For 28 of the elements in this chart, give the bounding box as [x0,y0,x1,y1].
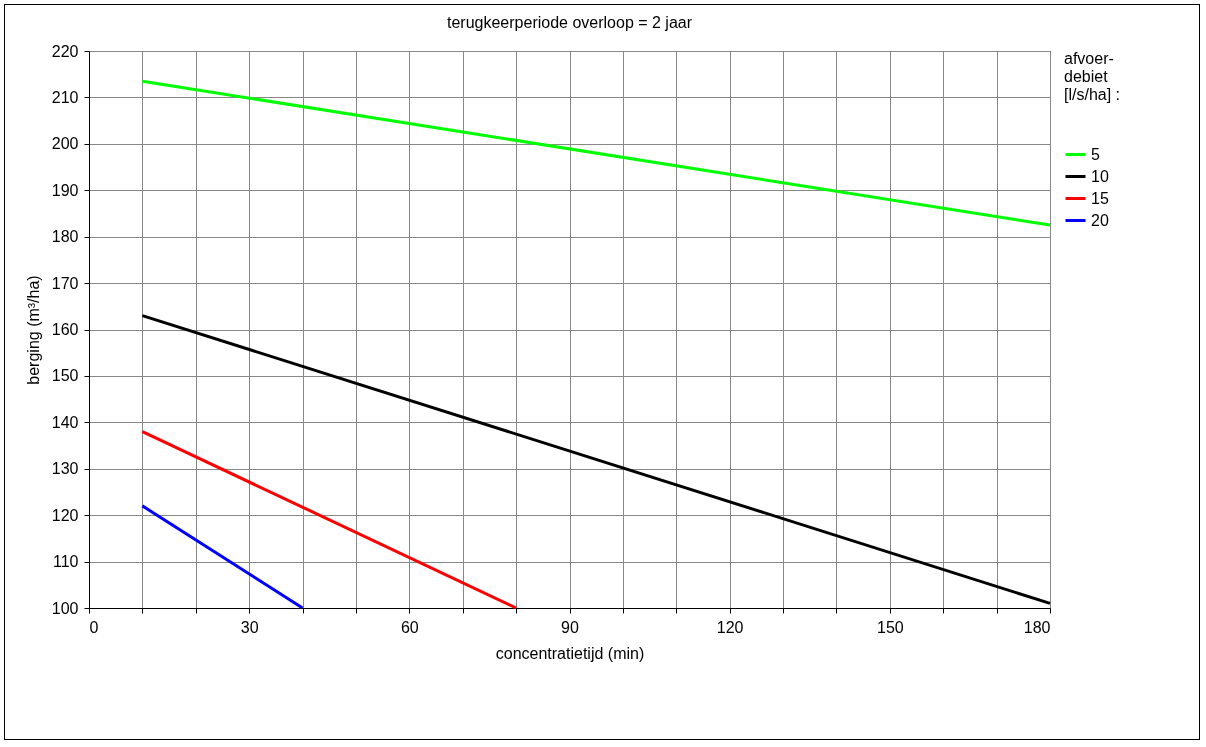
x-tick-label: 0 [89,618,99,636]
y-tick-label: 180 [51,228,79,246]
y-tick-label: 140 [51,413,79,431]
x-tick-label: 180 [1023,618,1051,636]
y-tick-label: 200 [51,135,79,153]
legend-label: 10 [1091,167,1109,185]
y-tick-label: 170 [51,274,79,292]
legend-label: 20 [1091,211,1109,229]
x-tick-label: 90 [561,618,579,636]
y-tick-label: 110 [52,553,79,571]
y-axis-title: berging (m³/ha) [24,275,42,385]
y-tick-label: 190 [51,181,79,199]
legend-label: 5 [1091,145,1100,163]
legend-label: 15 [1091,189,1109,207]
y-tick-label: 130 [51,460,79,478]
x-tick-label: 150 [876,618,904,636]
chart-title: terugkeerperiode overloop = 2 jaar [446,14,693,31]
y-tick-label: 100 [51,599,79,617]
y-tick-label: 220 [51,42,79,60]
y-tick-label: 210 [51,88,79,106]
y-tick-label: 150 [51,367,79,385]
x-axis-title: concentratietijd (min) [495,644,645,662]
x-tick-label: 120 [716,618,744,636]
x-tick-label: 60 [400,618,419,636]
y-tick-label: 120 [51,506,79,524]
legend-title: afvoer-debiet [l/s/ha] : [1064,50,1121,103]
x-tick-label: 30 [240,618,259,636]
y-tick-label: 160 [51,321,79,338]
